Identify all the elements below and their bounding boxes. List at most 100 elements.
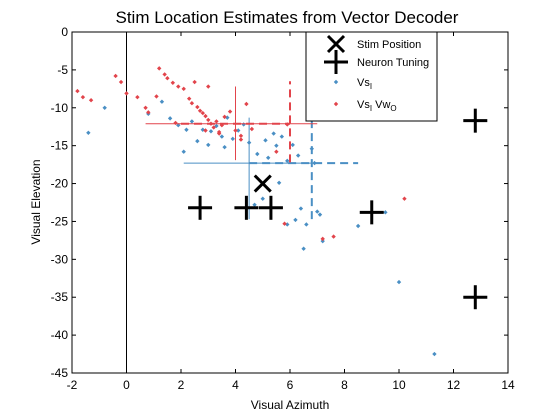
legend-symbol-stim-b	[326, 34, 346, 54]
point-vs-25	[274, 143, 279, 148]
point-vsw-29	[227, 109, 233, 114]
point-vsw-16	[186, 96, 192, 101]
point-vs-0	[86, 130, 91, 135]
legend-label-tuning: Neuron Tuning	[357, 57, 429, 69]
point-vsw-37	[274, 149, 279, 154]
point-vsw-13	[170, 80, 176, 85]
y-tick-label-6: -30	[51, 252, 69, 266]
point-vs-23	[266, 155, 271, 160]
point-vsw-6	[135, 94, 140, 100]
point-vs-43	[355, 223, 361, 229]
legend-item-vs: VsI	[333, 77, 372, 91]
marker-layer	[188, 108, 488, 310]
legend-label-suffix: Vw	[372, 99, 390, 111]
y-tick-label-3: -15	[51, 139, 69, 153]
point-vs-11	[206, 142, 211, 148]
point-vs-9	[195, 138, 200, 144]
series-vsw	[75, 66, 407, 242]
neuron-tuning-marker-0	[188, 195, 213, 220]
neuron-tuning-marker-4	[463, 108, 488, 133]
point-vs-29	[295, 153, 301, 158]
point-vsw-43	[203, 128, 208, 133]
x-tick-label-8: 14	[501, 378, 515, 392]
point-vs-24	[271, 131, 276, 136]
point-vsw-0	[75, 88, 80, 94]
point-vsw-42	[216, 129, 222, 135]
series-layer	[75, 32, 437, 373]
legend-symbol-vs	[333, 79, 339, 85]
point-vsw-2	[88, 98, 94, 103]
point-vsw-12	[165, 76, 170, 81]
legend-item-tuning: Neuron Tuning	[324, 50, 429, 74]
x-tick-label-3: 4	[232, 378, 239, 392]
point-vs-12	[208, 129, 214, 134]
x-axis: -2 0 2 4 6 8 10 12 14	[67, 32, 515, 392]
point-vs-22	[263, 138, 268, 143]
point-vsw-9	[154, 94, 159, 99]
point-vsw-34	[206, 84, 211, 89]
point-vsw-22	[206, 117, 211, 123]
legend-label-stim: Stim Position	[357, 39, 421, 51]
x-tick-label-2: 2	[178, 378, 185, 392]
point-vsw-32	[244, 101, 249, 107]
point-vsw-40	[331, 234, 336, 239]
point-vsw-14	[176, 84, 181, 89]
point-vsw-41	[402, 196, 407, 201]
legend-label-sub: I	[370, 82, 372, 91]
stim-position-marker	[253, 174, 272, 193]
point-vs-41	[320, 238, 325, 244]
point-vs-37	[304, 222, 309, 227]
point-vs-18	[236, 128, 241, 133]
point-vs-21	[255, 151, 260, 157]
point-vsw-24	[211, 125, 216, 130]
x-tick-label-7: 12	[447, 378, 461, 392]
point-vs-32	[260, 196, 265, 201]
y-tick-label-5: -25	[51, 214, 69, 228]
y-tick-label-8: -40	[51, 328, 69, 342]
point-vsw-39	[320, 236, 325, 242]
point-vs-4	[167, 116, 173, 121]
point-vsw-19	[197, 108, 203, 114]
point-vsw-18	[195, 104, 200, 110]
point-vs-44	[383, 210, 388, 215]
y-axis-label: Visual Elevation	[29, 159, 43, 244]
legend-label-vsw: VsI VwO	[357, 99, 397, 113]
point-vsw-15	[181, 86, 186, 92]
point-vs-3	[159, 99, 165, 104]
point-vs-46	[432, 351, 437, 357]
point-vsw-1	[80, 94, 86, 100]
point-vs-35	[293, 217, 298, 223]
legend-symbol-stim	[326, 34, 346, 54]
point-vsw-20	[200, 110, 205, 116]
point-vs-34	[276, 180, 282, 185]
legend-label-suffix-sub: O	[390, 104, 396, 113]
legend-symbol-vsw	[333, 101, 339, 107]
point-vsw-21	[203, 113, 208, 119]
point-vs-14	[219, 134, 225, 139]
x-tick-label-6: 10	[392, 378, 406, 392]
point-vsw-3	[113, 73, 118, 79]
y-axis: 0 -5 -10 -15 -20 -25 -30 -35 -40 -45	[51, 25, 508, 380]
x-tick-label-5: 8	[341, 378, 348, 392]
point-vsw-8	[146, 110, 151, 115]
y-tick-label-7: -35	[51, 290, 69, 304]
legend-label-main: Stim Position	[357, 39, 421, 51]
legend-label-main: Vs	[357, 99, 370, 111]
legend-label-vs: VsI	[357, 77, 372, 91]
point-vs-6	[181, 149, 186, 154]
point-vsw-5	[124, 91, 129, 96]
point-vs-26	[279, 134, 285, 139]
legend-symbol-tuning	[324, 50, 348, 74]
legend-item-vsw: VsI VwO	[333, 99, 397, 113]
point-vs-8	[189, 119, 195, 124]
legend-label-sub: I	[370, 104, 372, 113]
point-vs-17	[230, 136, 235, 142]
plot-area	[71, 31, 509, 374]
point-vsw-38	[282, 221, 287, 226]
legend-box	[305, 31, 438, 122]
point-vsw-33	[249, 126, 255, 132]
x-tick-label-1: 0	[123, 378, 130, 392]
point-vsw-28	[222, 114, 227, 120]
